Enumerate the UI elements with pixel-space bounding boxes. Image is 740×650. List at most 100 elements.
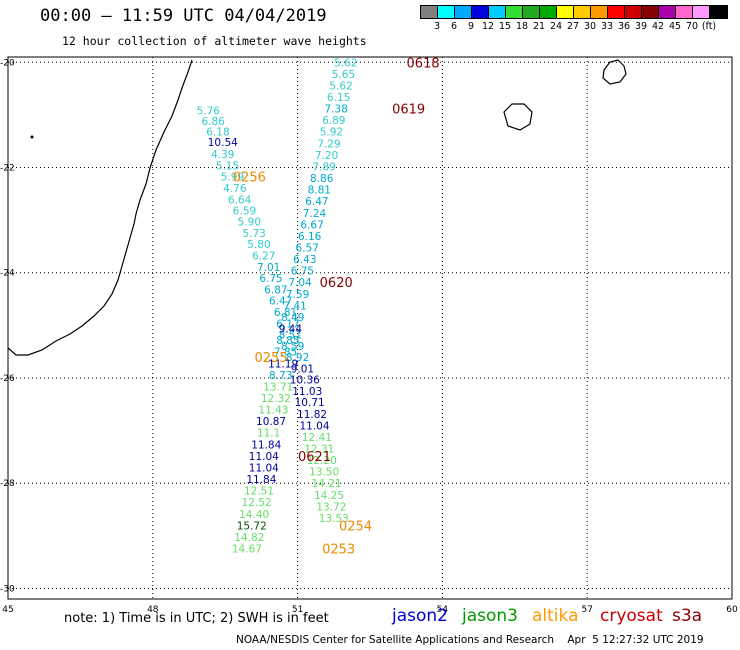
wave-height-value: 6.87 (264, 285, 287, 297)
map-frame (7, 56, 733, 600)
lon-tick-label: 57 (581, 605, 592, 615)
wave-height-value: 12.32 (261, 393, 291, 405)
wave-height-value: 11.04 (249, 451, 279, 463)
wave-height-value: 7.59 (286, 289, 309, 301)
wave-height-value: 7.20 (315, 150, 338, 162)
wave-height-value: 6.64 (228, 195, 252, 207)
wave-height-value: 12.20 (307, 455, 337, 467)
wave-height-value: 9.01 (291, 364, 314, 376)
wave-height-value: 10.54 (208, 137, 238, 149)
wave-height-value: 11.43 (258, 405, 288, 417)
wave-height-value: 6.43 (293, 254, 316, 266)
wave-height-value: 11.82 (297, 409, 327, 421)
wave-height-value: 6.15 (327, 92, 350, 104)
credit-line: NOAA/NESDIS Center for Satellite Applica… (236, 634, 704, 646)
wave-height-value: 6.47 (305, 196, 328, 208)
wave-height-value: 6.27 (252, 250, 275, 262)
satellite-altika: altika (532, 606, 579, 626)
wave-height-value: 10.71 (295, 397, 325, 409)
lon-tick-label: 48 (147, 605, 159, 615)
lat-tick-label: -28 (0, 479, 15, 489)
legend-label: 15 (498, 21, 512, 32)
legend-label: 30 (583, 21, 597, 32)
legend-label: 12 (481, 21, 495, 32)
wave-height-value: 6.47 (269, 296, 292, 308)
wave-height-value: 7.41 (283, 300, 306, 312)
wave-height-value: 5.65 (332, 69, 355, 81)
legend-label: 18 (515, 21, 529, 32)
wave-height-value: 11.04 (299, 420, 329, 432)
satellite-jason2: jason2 (392, 606, 448, 626)
wave-height-value: 8.81 (308, 185, 331, 197)
wave-height-value: 8.73 (269, 370, 292, 382)
legend-label: 45 (668, 21, 682, 32)
islet-marker (30, 135, 34, 139)
legend-label: 36 (617, 21, 631, 32)
wave-height-value: 5.90 (238, 217, 261, 229)
wave-height-value: 14.25 (314, 490, 344, 502)
legend-label: (ft) (701, 21, 717, 32)
lat-tick-label: -24 (0, 269, 15, 279)
wave-height-value: 10.87 (256, 416, 286, 428)
map-grid (7, 57, 733, 599)
wave-height-value: 11.84 (246, 474, 276, 486)
legend-label: 9 (467, 21, 475, 32)
wave-height-value: 6.17 (276, 318, 299, 330)
wave-height-value: 15.72 (237, 520, 267, 532)
wave-height-value: 8.92 (286, 352, 309, 364)
wave-height-value: 8.86 (310, 173, 334, 185)
pass-time-label: 0256 (233, 170, 266, 185)
wave-height-value: 6.67 (300, 219, 323, 231)
legend-label: 27 (566, 21, 580, 32)
lat-tick-label: -20 (0, 58, 15, 68)
wave-height-value: 8.49 (281, 312, 304, 324)
pass-time-label: 0618 (407, 56, 440, 71)
wave-height-value: 5.62 (329, 80, 352, 92)
wave-height-value: 12.31 (304, 444, 334, 456)
wave-height-value: 5.15 (216, 160, 239, 172)
wave-height-value: 7.29 (317, 138, 340, 150)
satellite-s3a: s3a (672, 606, 703, 626)
lon-tick-label: 54 (437, 605, 449, 615)
wave-height-value: 12.51 (244, 486, 274, 498)
legend-label: 3 (433, 21, 441, 32)
wave-height-value: 6.86 (201, 116, 225, 128)
wave-height-value: 14.67 (232, 543, 262, 555)
lon-tick-label: 60 (726, 605, 738, 615)
page-title: 00:00 – 11:59 UTC 04/04/2019 (40, 6, 327, 26)
wave-height-value: 6.59 (233, 206, 256, 218)
lat-tick-label: -26 (0, 374, 15, 384)
madagascar-coastline (7, 59, 193, 356)
wave-height-value: 5.76 (197, 106, 221, 118)
wave-height-value: 7.04 (288, 277, 312, 289)
wave-height-value: 7.38 (325, 104, 348, 116)
wave-height-value: 5.80 (247, 239, 270, 251)
wave-height-value: 7.85 (274, 347, 297, 359)
lat-tick-label: -30 (0, 584, 15, 594)
legend-label: 70 (685, 21, 699, 32)
wave-height-value: 14.82 (234, 532, 264, 544)
legend-label: 21 (532, 21, 546, 32)
wave-height-value: 12.41 (302, 432, 332, 444)
legend-label: 6 (450, 21, 458, 32)
wave-height-value: 8.59 (281, 341, 304, 353)
wave-height-value: 4.39 (211, 149, 234, 161)
wave-height-value: 7.89 (312, 161, 335, 173)
satellite-jason3: jason3 (462, 606, 518, 626)
wave-height-value: 14.21 (312, 478, 342, 490)
wave-height-value: 9.44 (279, 324, 303, 336)
wave-height-value: 11.04 (249, 462, 279, 474)
page-subtitle: 12 hour collection of altimeter wave hei… (62, 34, 367, 48)
lon-tick-label: 51 (292, 605, 303, 615)
lon-tick-label: 45 (2, 605, 13, 615)
pass-time-label: 0621 (298, 450, 331, 465)
wave-height-value: 13.71 (263, 381, 293, 393)
wave-height-points: 5.766.866.1810.544.395.155.994.766.646.5… (197, 57, 358, 555)
wave-height-value: 6.18 (206, 127, 229, 139)
wave-height-value: 14.40 (239, 509, 269, 521)
wave-height-value: 5.62 (334, 57, 357, 69)
legend-swatch (709, 5, 728, 19)
axis-tick-labels: 45 48 51 54 57 60 -20 -22 -24 -26 -28 -30 (0, 58, 738, 615)
wave-height-value: 5.73 (242, 228, 265, 240)
